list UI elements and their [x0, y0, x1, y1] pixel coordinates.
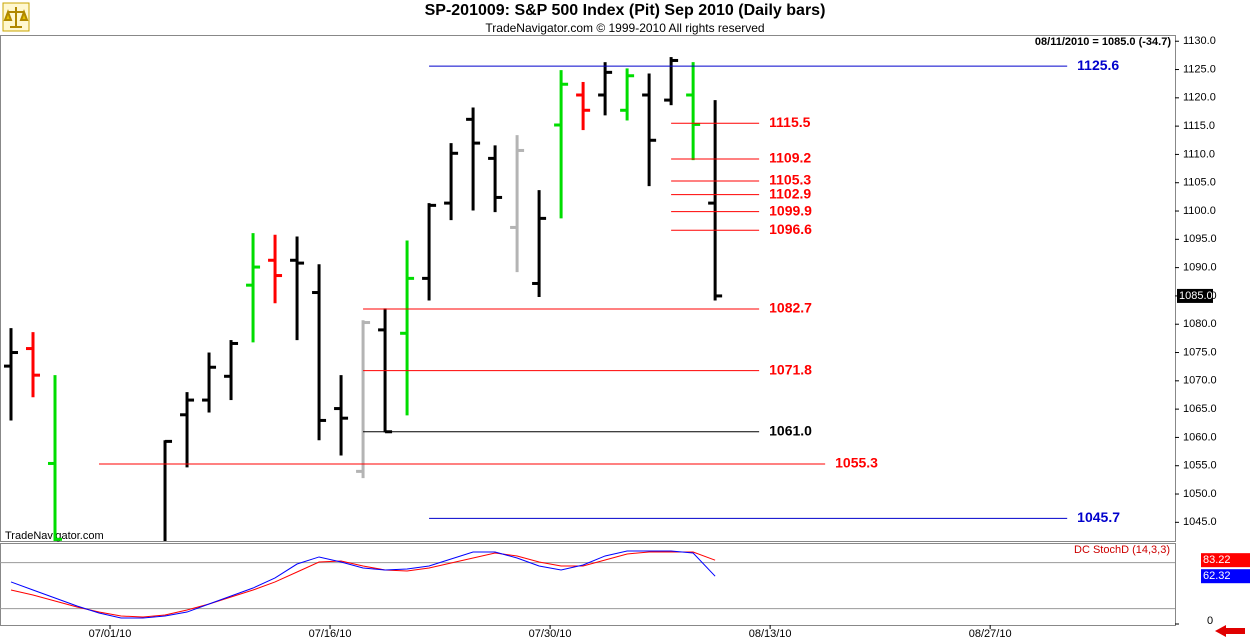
level-label: 1096.6: [769, 221, 812, 237]
y-tick-label: 1130.0: [1183, 35, 1216, 47]
y-tick-label: 1115.0: [1183, 120, 1215, 132]
y-tick-label: 1090.0: [1183, 262, 1217, 274]
stoch-value-box: [1201, 569, 1250, 584]
level-label: 1061.0: [769, 422, 812, 438]
x-tick-label: 07/01/10: [89, 628, 132, 640]
level-label: 1045.7: [1077, 509, 1120, 525]
y-tick-label: 1060.0: [1183, 431, 1217, 443]
y-tick-label: 1080.0: [1183, 318, 1217, 330]
level-label: 1105.3: [769, 172, 811, 188]
stoch-title: DC StochD (14,3,3): [1074, 544, 1170, 556]
stoch-panel: [0, 543, 1176, 626]
stoch-value-label: 62.32: [1203, 570, 1231, 582]
y-tick-label: 1055.0: [1183, 460, 1217, 472]
y-tick-label: 1120.0: [1183, 92, 1216, 104]
level-label: 1055.3: [835, 455, 878, 471]
y-tick-label: 1125.0: [1183, 63, 1216, 75]
price-plot: [4, 57, 723, 541]
level-label: 1102.9: [769, 185, 811, 201]
y-tick-label: 1095.0: [1183, 233, 1217, 245]
last-price-box: [1177, 288, 1213, 303]
stoch-value-box: [1201, 553, 1250, 568]
y-tick-label: 1100.0: [1183, 205, 1216, 217]
header-quote: 08/11/2010 = 1085.0 (-34.7): [1035, 36, 1171, 48]
y-tick-label: 1065.0: [1183, 403, 1217, 415]
x-tick-label: 07/30/10: [529, 628, 572, 640]
stoch-value-label: 83.22: [1203, 554, 1231, 566]
level-label: 1125.6: [1077, 57, 1119, 73]
subtitle: TradeNavigator.com © 1999-2010 All right…: [485, 21, 764, 35]
stoch-plot: [0, 550, 1175, 619]
x-tick-label: 07/16/10: [309, 628, 352, 640]
price-panel: [0, 35, 1176, 542]
level-label: 1109.2: [769, 150, 811, 166]
y-tick-label: 1075.0: [1183, 346, 1217, 358]
level-label: 1115.5: [769, 114, 810, 130]
level-label: 1082.7: [769, 300, 812, 316]
logo: [2, 2, 30, 32]
y-tick-label: 1105.0: [1183, 177, 1216, 189]
y-tick-label: 1045.0: [1183, 516, 1217, 528]
y-tick-label: 1070.0: [1183, 375, 1217, 387]
y-tick-label: 1050.0: [1183, 488, 1217, 500]
chart-title: SP-201009: S&P 500 Index (Pit) Sep 2010 …: [425, 2, 826, 19]
stoch-line: [10, 551, 716, 618]
stoch-tick-label: 0: [1207, 615, 1213, 627]
level-label: 1099.9: [769, 202, 812, 218]
scroll-arrow[interactable]: [1215, 625, 1245, 637]
y-tick-label: 1110.0: [1183, 148, 1215, 160]
stoch-line: [10, 550, 716, 619]
last-price-label: 1085.0: [1179, 290, 1213, 302]
level-label: 1071.8: [769, 361, 812, 377]
x-tick-label: 08/27/10: [969, 628, 1012, 640]
x-tick-label: 08/13/10: [749, 628, 792, 640]
